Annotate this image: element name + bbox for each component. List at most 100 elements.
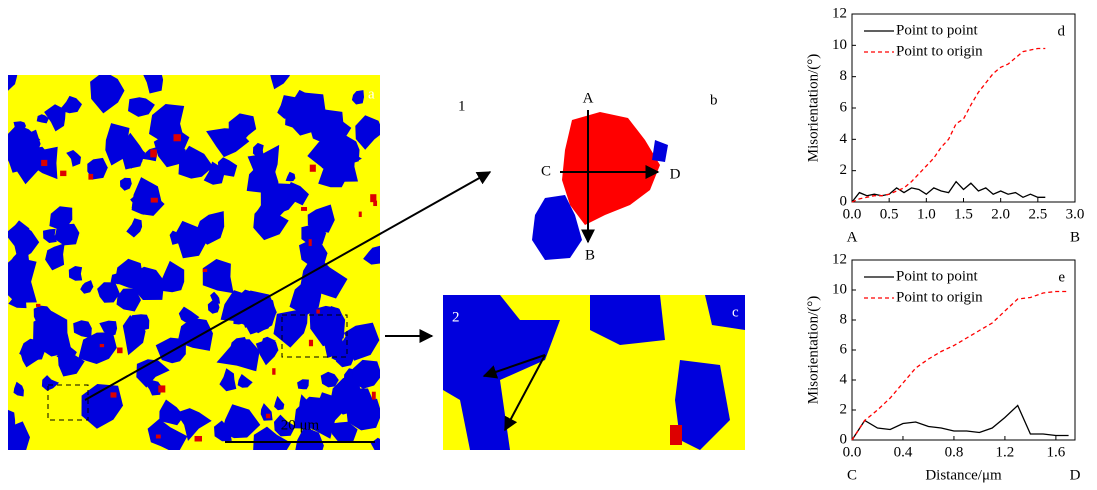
grain <box>130 193 150 210</box>
grain <box>35 303 41 307</box>
grain-red <box>562 112 660 225</box>
endpoint-label: C <box>847 467 857 483</box>
grain <box>97 282 120 303</box>
grain <box>41 159 48 167</box>
scale-bar-label: 20 μm <box>281 417 320 433</box>
grain <box>206 128 250 158</box>
grain <box>351 90 364 105</box>
panel-number: 2 <box>452 309 460 325</box>
grain <box>253 426 292 450</box>
grain <box>219 368 237 392</box>
grain <box>173 134 181 142</box>
grain <box>221 404 261 439</box>
grain <box>321 149 362 178</box>
endpoint-label: B <box>1070 229 1080 245</box>
grain <box>121 143 146 170</box>
grain <box>174 220 208 259</box>
grain <box>320 115 352 140</box>
grain <box>316 309 320 314</box>
grain <box>158 385 166 393</box>
map-c-grains <box>443 295 745 450</box>
panel-label: e <box>1058 269 1065 285</box>
grain <box>147 418 188 450</box>
grain <box>308 239 312 247</box>
point-label: D <box>670 166 681 182</box>
x-tick-label: 1.0 <box>917 206 936 222</box>
y-tick-label: 2 <box>840 401 848 417</box>
y-tick-label: 10 <box>832 37 847 53</box>
series-line <box>851 290 1069 441</box>
grain <box>299 239 328 268</box>
grain <box>149 104 185 144</box>
x-tick-label: 1.2 <box>996 444 1015 460</box>
grain <box>202 268 208 273</box>
grain <box>335 348 355 368</box>
grain <box>150 149 157 158</box>
grain <box>333 343 345 354</box>
grain <box>144 380 162 396</box>
grain <box>80 280 94 294</box>
grain <box>99 343 105 348</box>
grain <box>78 332 117 364</box>
grain <box>237 374 253 388</box>
y-tick-label: 0 <box>840 193 848 209</box>
series-line <box>851 180 1046 203</box>
grain <box>36 114 49 124</box>
y-tick-label: 0 <box>840 431 848 447</box>
grain <box>265 413 271 419</box>
y-tick-label: 12 <box>832 251 847 267</box>
grain <box>370 437 380 450</box>
grain <box>255 339 279 366</box>
grain-blue <box>652 140 668 162</box>
x-axis-label: Distance/μm <box>925 467 1002 483</box>
grain <box>202 259 234 294</box>
grain <box>13 129 41 158</box>
grain <box>143 75 164 94</box>
series-line <box>851 404 1069 441</box>
series-line <box>851 47 1046 203</box>
arrow <box>84 171 492 401</box>
grain <box>235 296 253 309</box>
grain <box>60 170 67 177</box>
grain <box>233 354 248 366</box>
x-tick-label: 2.0 <box>991 206 1010 222</box>
grain <box>13 381 24 397</box>
grain <box>126 218 143 238</box>
point-label: B <box>585 247 595 263</box>
grain <box>295 426 324 450</box>
grain <box>8 409 16 430</box>
x-tick-label: 1.6 <box>1047 444 1066 460</box>
grain <box>8 288 27 309</box>
grain <box>49 206 73 231</box>
grain <box>277 95 296 119</box>
endpoint-label: A <box>847 229 858 245</box>
grain <box>117 347 123 354</box>
grain <box>178 306 200 323</box>
grain <box>178 145 214 179</box>
y-axis-label: Misorientation/(°) <box>805 296 821 404</box>
grain <box>255 192 289 223</box>
grain <box>68 266 83 281</box>
grain <box>120 177 132 191</box>
y-tick-label: 10 <box>832 281 847 297</box>
x-tick-label: 0.0 <box>843 444 862 460</box>
grain <box>8 75 18 91</box>
grain <box>88 173 94 180</box>
y-tick-label: 12 <box>832 5 847 21</box>
grain <box>345 398 380 431</box>
x-tick-label: 2.5 <box>1028 206 1047 222</box>
grain <box>301 207 308 211</box>
point-label: C <box>541 163 551 179</box>
grain <box>370 194 377 203</box>
panel-number: 1 <box>458 98 466 114</box>
arrow <box>482 354 546 379</box>
grain <box>20 348 42 368</box>
grain <box>176 408 212 441</box>
grain <box>8 250 29 271</box>
grain <box>90 75 125 114</box>
grain <box>308 339 314 347</box>
grain <box>157 260 185 293</box>
grain <box>207 300 220 314</box>
grain <box>272 368 276 375</box>
y-tick-label: 4 <box>840 131 848 147</box>
